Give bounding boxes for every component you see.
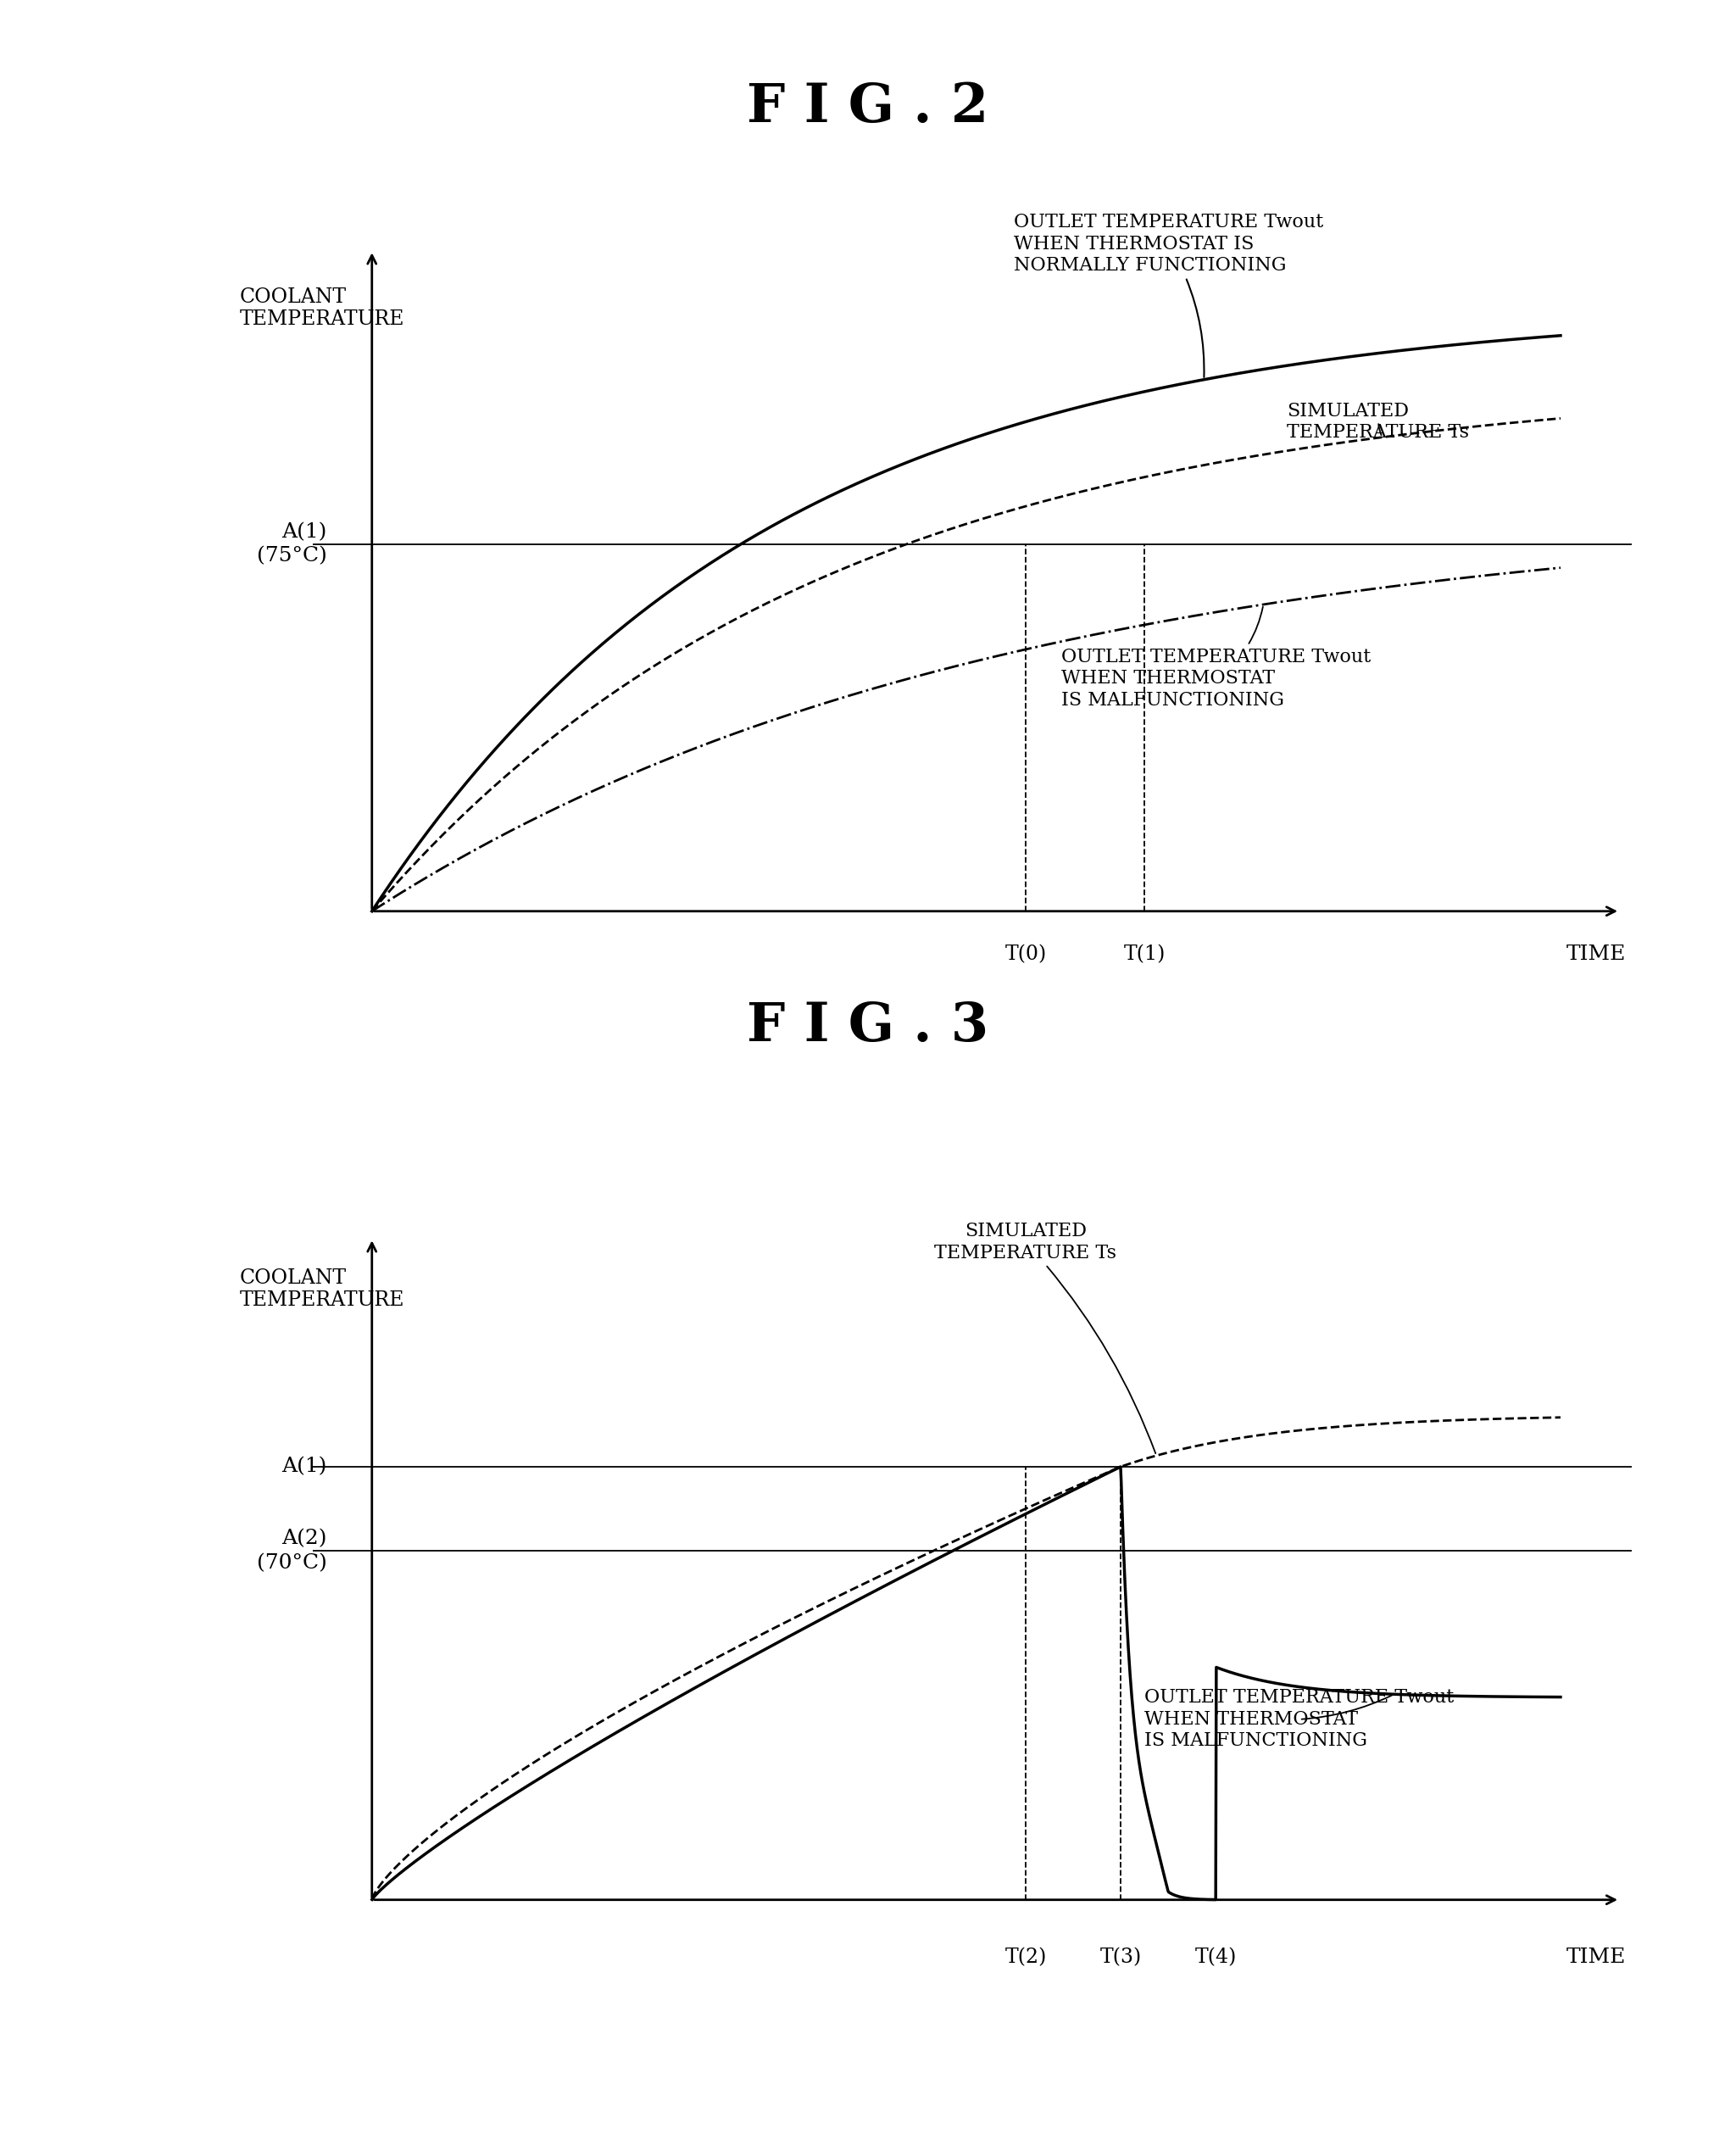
Text: COOLANT
TEMPERATURE: COOLANT TEMPERATURE: [240, 1269, 404, 1310]
Text: OUTLET TEMPERATURE Twout
WHEN THERMOSTAT IS
NORMALLY FUNCTIONING: OUTLET TEMPERATURE Twout WHEN THERMOSTAT…: [1014, 213, 1323, 376]
Text: A(2)
(70°C): A(2) (70°C): [257, 1529, 326, 1572]
Text: F I G . 2: F I G . 2: [746, 82, 990, 133]
Text: SIMULATED
TEMPERATURE Ts: SIMULATED TEMPERATURE Ts: [934, 1222, 1156, 1454]
Text: A(1): A(1): [281, 1456, 326, 1476]
Text: T(0): T(0): [1005, 944, 1047, 964]
Text: F I G . 3: F I G . 3: [746, 1000, 990, 1052]
Text: T(2): T(2): [1005, 1949, 1047, 1968]
Text: COOLANT
TEMPERATURE: COOLANT TEMPERATURE: [240, 286, 404, 329]
Text: T(3): T(3): [1101, 1949, 1142, 1968]
Text: T(4): T(4): [1194, 1949, 1236, 1968]
Text: TIME: TIME: [1566, 944, 1627, 964]
Text: TIME: TIME: [1566, 1949, 1627, 1968]
Text: A(1)
(75°C): A(1) (75°C): [257, 523, 326, 566]
Text: T(1): T(1): [1123, 944, 1165, 964]
Text: SIMULATED
TEMPERATURE Ts: SIMULATED TEMPERATURE Ts: [1286, 402, 1469, 441]
Text: OUTLET TEMPERATURE Twout
WHEN THERMOSTAT
IS MALFUNCTIONING: OUTLET TEMPERATURE Twout WHEN THERMOSTAT…: [1061, 607, 1371, 710]
Text: OUTLET TEMPERATURE Twout
WHEN THERMOSTAT
IS MALFUNCTIONING: OUTLET TEMPERATURE Twout WHEN THERMOSTAT…: [1144, 1689, 1455, 1751]
